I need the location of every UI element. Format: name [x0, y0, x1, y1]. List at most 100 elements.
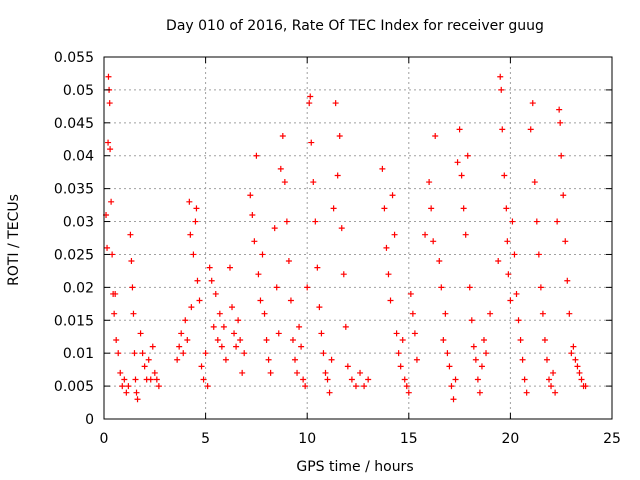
data-point	[105, 73, 112, 80]
data-point	[497, 73, 504, 80]
data-point	[405, 389, 412, 396]
data-point	[141, 363, 148, 370]
data-point	[226, 264, 233, 271]
data-point	[348, 376, 355, 383]
data-point	[287, 297, 294, 304]
data-point	[383, 244, 390, 251]
data-point	[182, 317, 189, 324]
data-point	[541, 337, 548, 344]
data-point	[231, 330, 238, 337]
data-point	[523, 389, 530, 396]
data-point	[312, 218, 319, 225]
data-point	[187, 231, 194, 238]
data-point	[464, 152, 471, 159]
data-point	[498, 86, 505, 93]
data-point	[504, 238, 511, 245]
data-point	[460, 205, 467, 212]
data-point	[241, 350, 248, 357]
data-point	[476, 389, 483, 396]
data-point	[391, 231, 398, 238]
data-point	[511, 251, 518, 258]
data-point	[537, 284, 544, 291]
data-point	[409, 310, 416, 317]
data-point	[361, 383, 368, 390]
y-tick-label: 0.035	[54, 182, 94, 198]
data-point	[529, 100, 536, 107]
data-point	[180, 350, 187, 357]
data-point	[448, 383, 455, 390]
data-point	[422, 231, 429, 238]
data-point	[261, 310, 268, 317]
data-point	[125, 383, 132, 390]
data-point	[320, 350, 327, 357]
data-point	[214, 337, 221, 344]
scatter-points	[103, 73, 589, 403]
data-point	[307, 93, 314, 100]
data-point	[407, 290, 414, 297]
data-point	[155, 383, 162, 390]
data-point	[294, 369, 301, 376]
data-point	[147, 376, 154, 383]
data-point	[108, 198, 115, 205]
data-point	[277, 165, 284, 172]
x-tick-label: 20	[501, 431, 519, 447]
data-point	[336, 132, 343, 139]
data-point	[192, 218, 199, 225]
data-point	[326, 389, 333, 396]
data-point	[212, 290, 219, 297]
data-point	[389, 192, 396, 199]
data-point	[119, 383, 126, 390]
data-point	[381, 205, 388, 212]
data-point	[401, 376, 408, 383]
data-point	[263, 337, 270, 344]
data-point	[109, 251, 116, 258]
data-point	[222, 356, 229, 363]
data-point	[387, 297, 394, 304]
data-point	[123, 389, 130, 396]
data-point	[130, 310, 137, 317]
data-point	[562, 238, 569, 245]
data-point	[316, 304, 323, 311]
data-point	[548, 383, 555, 390]
data-point	[546, 376, 553, 383]
data-point	[275, 330, 282, 337]
data-point	[198, 363, 205, 370]
data-point	[196, 297, 203, 304]
data-point	[403, 383, 410, 390]
data-point	[330, 205, 337, 212]
data-point	[566, 310, 573, 317]
data-point	[112, 290, 119, 297]
data-point	[531, 179, 538, 186]
data-point	[426, 179, 433, 186]
data-point	[480, 337, 487, 344]
y-tick-label: 0.04	[63, 149, 94, 165]
data-point	[344, 363, 351, 370]
axis-ticks: 0 5 10 15 20 25 0 0.005 0.01 0.015 0.02 0.025 0.03 0.…	[54, 50, 621, 447]
data-point	[487, 310, 494, 317]
data-point	[338, 225, 345, 232]
data-point	[296, 323, 303, 330]
data-point	[543, 356, 550, 363]
data-point	[462, 231, 469, 238]
y-tick-label: 0.025	[54, 247, 94, 263]
data-point	[200, 376, 207, 383]
data-point	[193, 205, 200, 212]
data-point	[397, 363, 404, 370]
data-point	[474, 376, 481, 383]
data-point	[220, 323, 227, 330]
data-point	[342, 323, 349, 330]
data-point	[106, 100, 113, 107]
data-point	[495, 258, 502, 265]
chart-title: Day 010 of 2016, Rate Of TEC Index for r…	[166, 18, 544, 34]
data-point	[318, 330, 325, 337]
data-point	[133, 389, 140, 396]
data-point	[308, 139, 315, 146]
data-point	[519, 356, 526, 363]
data-point	[428, 205, 435, 212]
data-point	[121, 376, 128, 383]
data-point	[570, 343, 577, 350]
data-point	[332, 100, 339, 107]
data-point	[432, 132, 439, 139]
data-point	[395, 350, 402, 357]
